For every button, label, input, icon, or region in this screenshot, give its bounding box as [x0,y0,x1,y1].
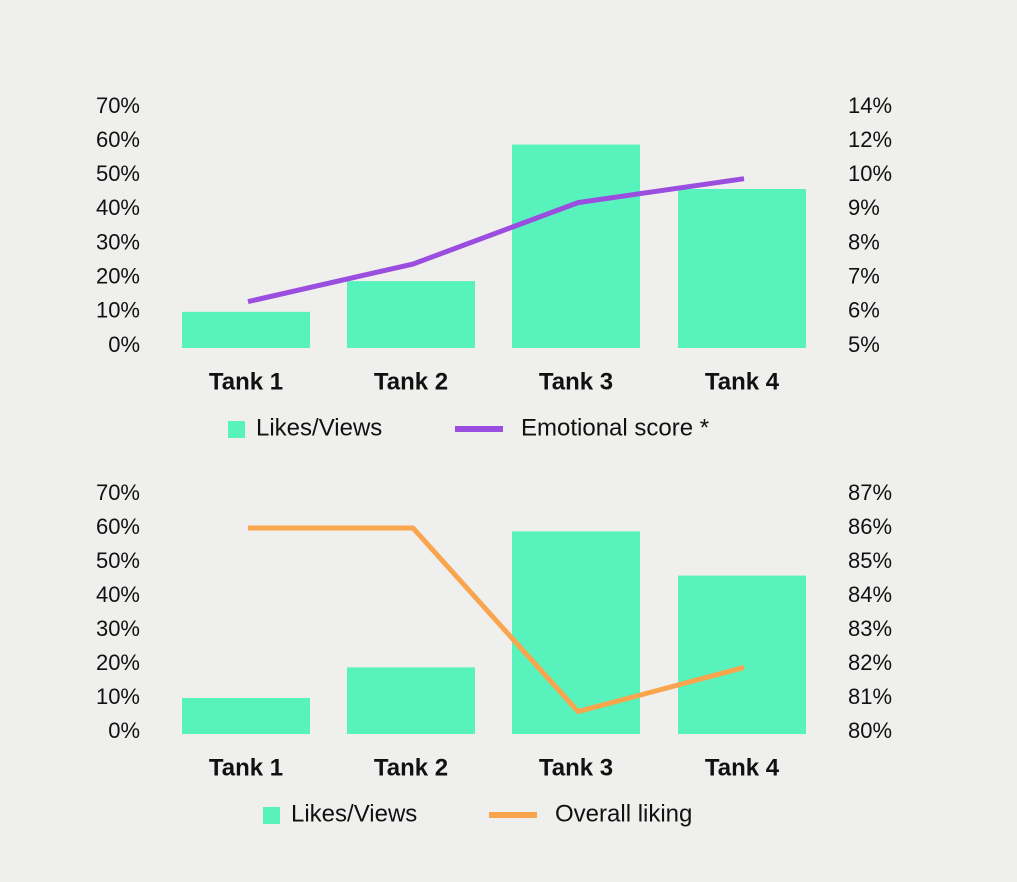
y-tick-label: 50% [96,161,140,186]
x-category-label: Tank 3 [539,368,613,395]
legend-label-bar: Likes/Views [291,800,417,827]
y2-tick-label: 80% [848,718,892,743]
y2-tick-label: 12% [848,127,892,152]
legend-label-bar: Likes/Views [256,414,382,441]
y2-tick-label: 9% [848,195,880,220]
y-tick-label: 40% [96,582,140,607]
y-tick-label: 20% [96,650,140,675]
y2-tick-label: 14% [848,93,892,118]
y2-tick-label: 7% [848,264,880,289]
series-line-overall-liking [248,525,745,715]
y-tick-label: 0% [108,718,140,743]
legend-swatch-bar [263,807,280,824]
x-category-label: Tank 2 [374,754,448,781]
x-category-label: Tank 4 [705,754,780,781]
y-tick-label: 70% [96,93,140,118]
bar-tank-1 [182,311,310,348]
y-tick-label: 40% [96,195,140,220]
bar-tank-3 [512,144,640,348]
y2-tick-label: 82% [848,650,892,675]
chart-panel-1: 70% 60% 50% 40% 30% 20% 10% 0% 14% 12% 10% 9% 8% 7% 6%… [96,93,892,442]
x-category-label: Tank 4 [705,368,780,395]
y2-tick-label: 87% [848,480,892,505]
y-tick-label: 60% [96,514,140,539]
y-tick-label: 50% [96,548,140,573]
series-line-emotional-score [247,176,745,305]
bar-tank-2 [347,281,475,348]
y-tick-label: 0% [108,332,140,357]
legend: Likes/Views Emotional score * [228,414,709,441]
bar-tank-4 [678,575,806,734]
legend: Likes/Views Overall liking [263,800,692,827]
y-tick-label: 60% [96,127,140,152]
y2-tick-label: 5% [848,332,880,357]
y-tick-label: 30% [96,229,140,254]
y2-tick-label: 81% [848,684,892,709]
y-tick-label: 20% [96,264,140,289]
chart-panel-2: 70% 60% 50% 40% 30% 20% 10% 0% 87% 86% 85% 84% 83% 82… [96,480,892,828]
bar-tank-2 [347,667,475,734]
y-tick-label: 70% [96,480,140,505]
y-tick-label: 10% [96,684,140,709]
legend-label-line: Overall liking [555,800,692,827]
x-category-label: Tank 2 [374,368,448,395]
y2-tick-label: 84% [848,582,892,607]
x-category-label: Tank 1 [209,754,283,781]
y2-tick-label: 10% [848,161,892,186]
y2-tick-label: 85% [848,548,892,573]
x-category-label: Tank 1 [209,368,283,395]
bar-tank-4 [678,188,806,348]
bar-tank-3 [512,531,640,734]
legend-label-line: Emotional score * [521,414,709,441]
y-tick-label: 30% [96,616,140,641]
y2-tick-label: 6% [848,298,880,323]
y2-tick-label: 86% [848,514,892,539]
y2-tick-label: 83% [848,616,892,641]
y2-tick-label: 8% [848,229,880,254]
legend-swatch-bar [228,421,245,438]
x-category-label: Tank 3 [539,754,613,781]
y-tick-label: 10% [96,298,140,323]
bar-tank-1 [182,698,310,734]
